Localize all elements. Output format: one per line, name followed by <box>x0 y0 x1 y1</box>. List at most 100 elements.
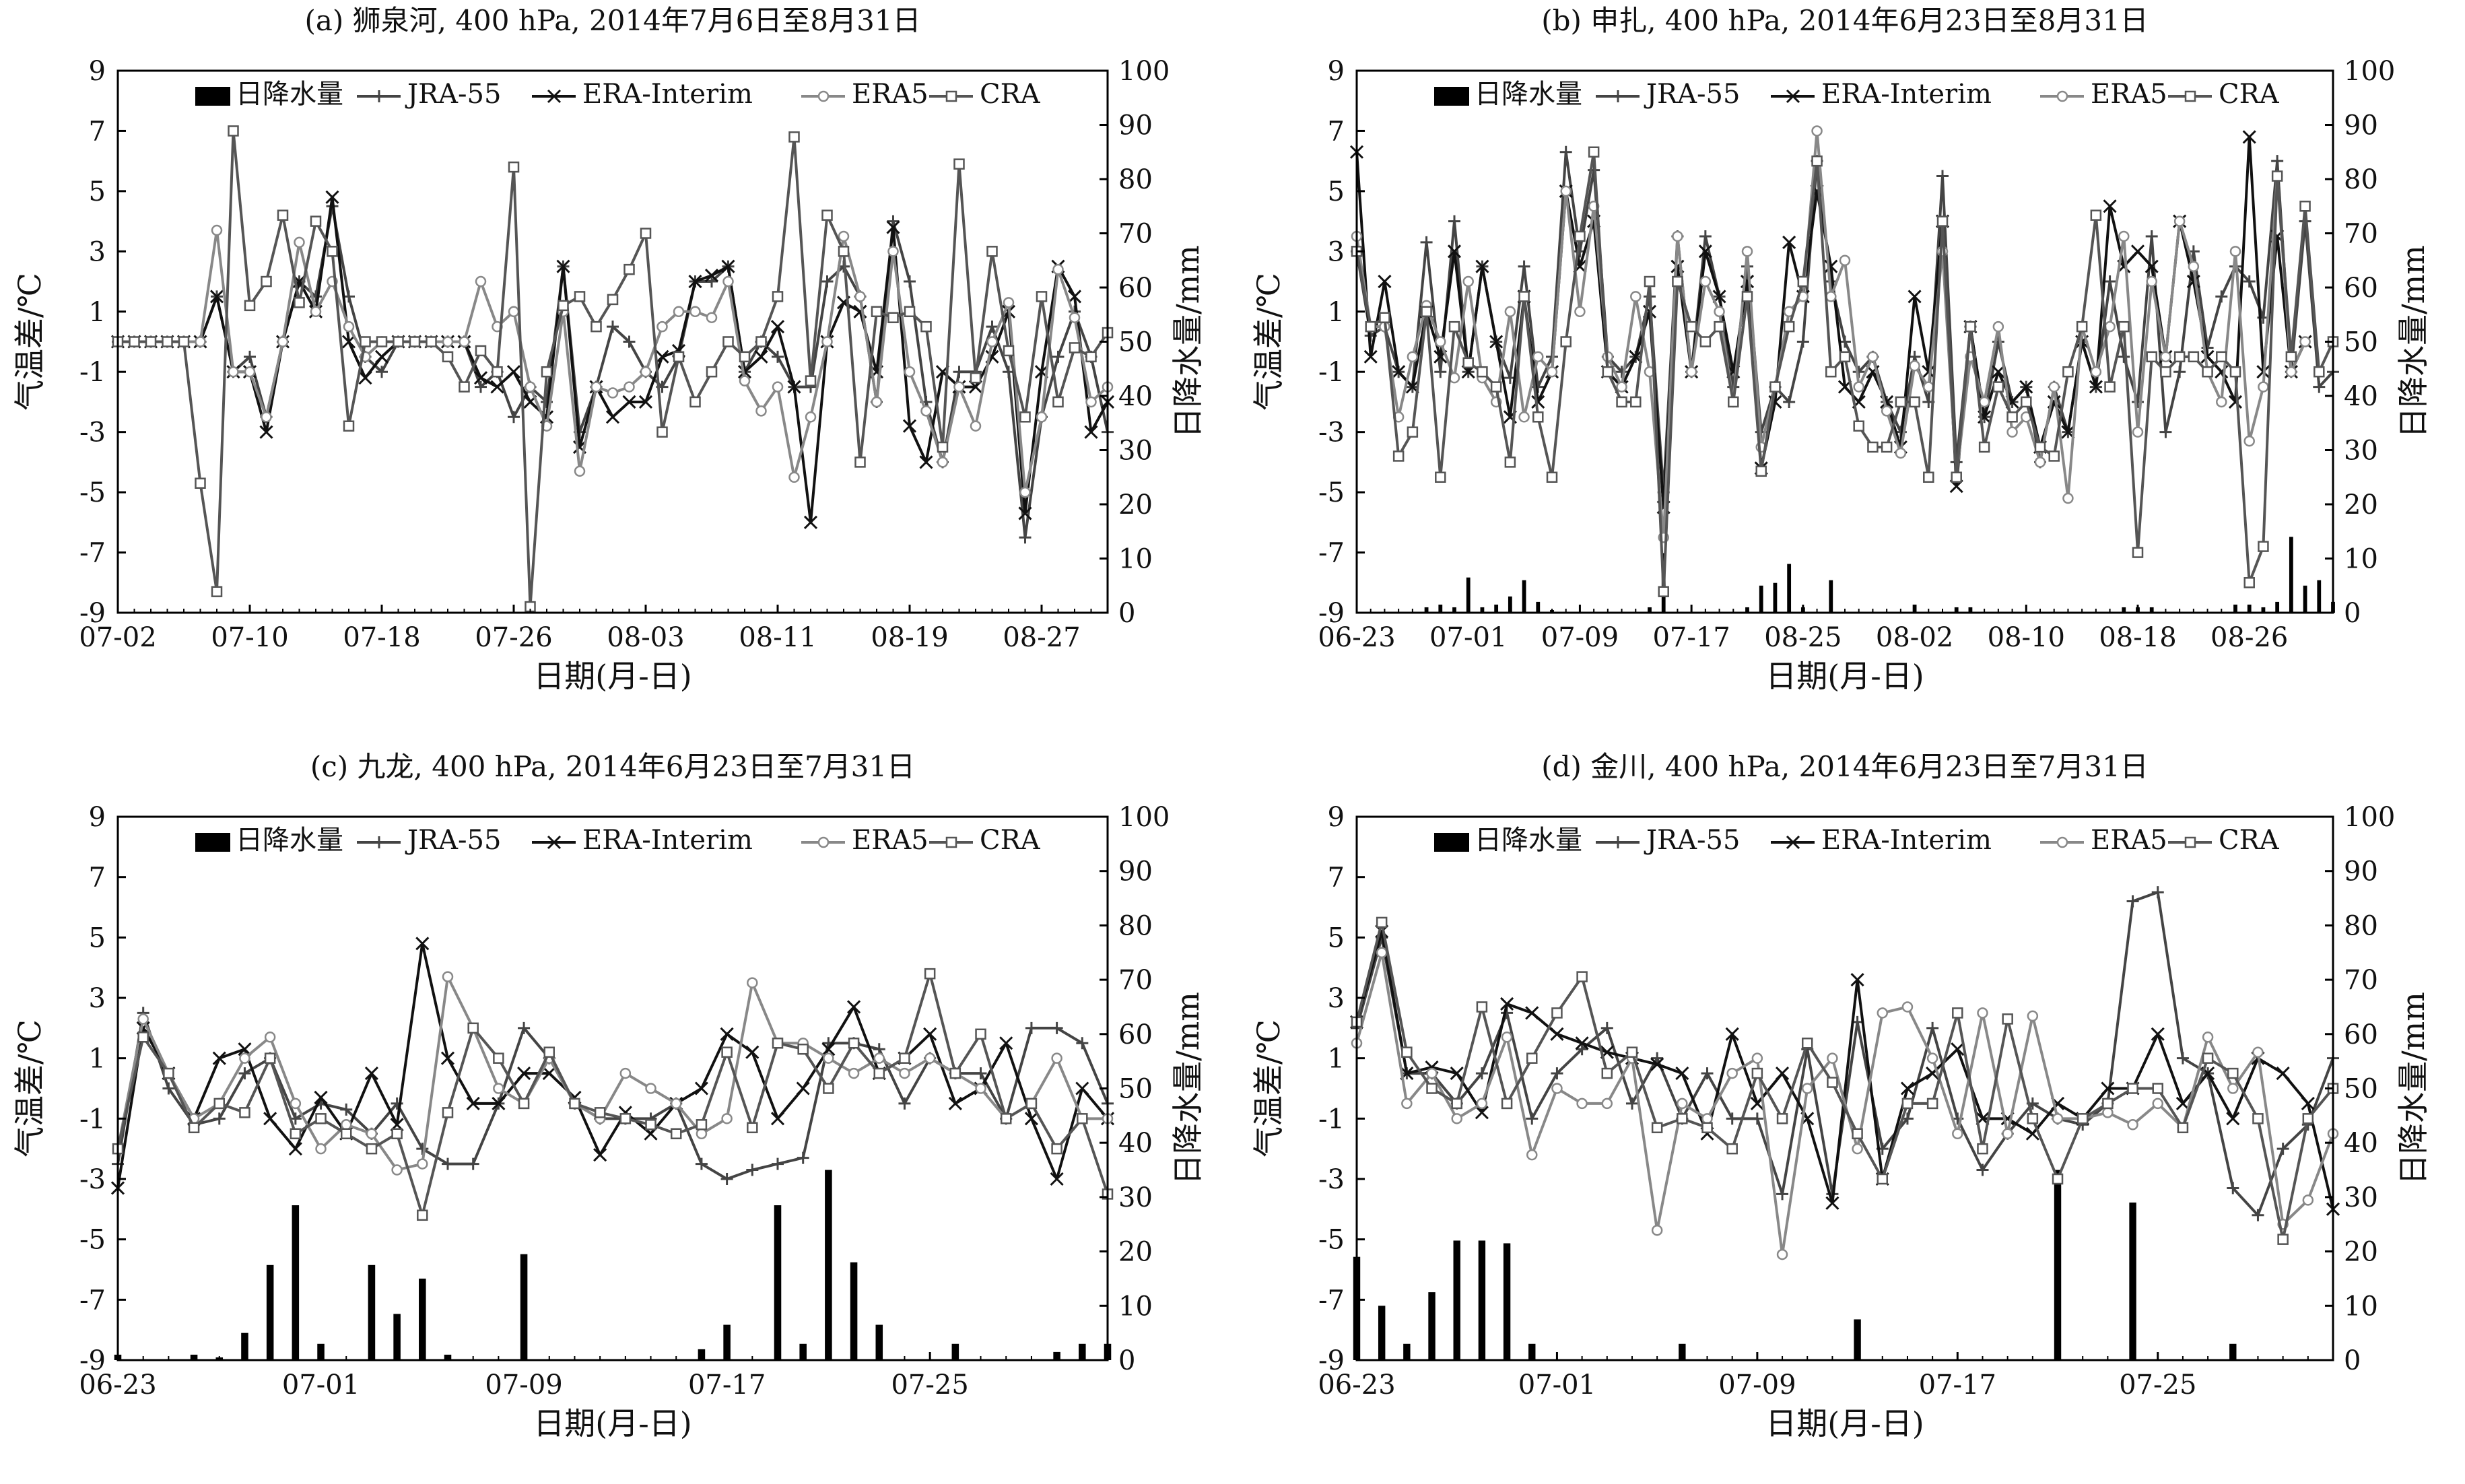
series-point <box>755 336 767 347</box>
series-point <box>290 1098 302 1110</box>
series-point <box>2301 1096 2315 1110</box>
precip-bar <box>951 1343 959 1360</box>
series-point <box>689 396 701 408</box>
y2-tick-label: 0 <box>1118 1345 1135 1376</box>
y-tick-label: -3 <box>1318 1164 1345 1195</box>
chart-panel-2: (c) 九龙, 400 hPa, 2014年6月23日至7月31日 -9 -7 -5 -… <box>11 750 1206 1442</box>
series-point <box>695 1157 708 1170</box>
series-point <box>1895 447 1907 459</box>
series-point <box>1850 973 1864 987</box>
series-point <box>1407 426 1419 438</box>
series-point <box>1751 1052 1763 1064</box>
series-point <box>1699 230 1712 242</box>
series-point <box>1783 321 1795 333</box>
series-point <box>745 1045 759 1059</box>
series-point <box>640 366 652 378</box>
y-tick-label: -1 <box>79 357 106 388</box>
legend-marker <box>1612 836 1624 848</box>
x-tick-label: 07-26 <box>475 622 552 653</box>
series-point <box>1926 1052 1938 1064</box>
series-point <box>1675 1067 1689 1081</box>
x-tick-label: 07-02 <box>79 622 156 653</box>
series-point <box>999 1036 1013 1050</box>
series-point <box>415 937 430 951</box>
series-point <box>2104 381 2116 393</box>
series-point <box>129 336 140 347</box>
legend-label: CRA <box>980 79 1041 110</box>
legend-marker <box>817 90 830 102</box>
series-point <box>1435 471 1446 483</box>
series-point <box>1877 1007 1889 1019</box>
series-point <box>1977 1143 1988 1155</box>
legend-label: JRA-55 <box>1644 825 1740 856</box>
series-point <box>1685 321 1697 333</box>
series-point <box>2186 274 2200 289</box>
series-point <box>904 366 916 378</box>
series-point <box>1024 1112 1038 1126</box>
series-point <box>1701 1067 1714 1080</box>
series-point <box>607 387 619 399</box>
series-point <box>619 1113 632 1124</box>
precip-bar <box>1079 1343 1086 1360</box>
series-point <box>1616 396 1627 408</box>
series-point <box>2151 1027 2165 1041</box>
x-tick-label: 07-01 <box>1518 1370 1596 1401</box>
series-point <box>770 320 785 334</box>
series-point <box>2151 886 2164 899</box>
series-point <box>1978 396 1990 408</box>
series-point <box>2302 1113 2314 1124</box>
series-point <box>2159 426 2172 438</box>
panel-title: (c) 九龙, 400 hPa, 2014年6月23日至7月31日 <box>310 750 915 783</box>
series-point <box>2285 366 2297 378</box>
series-point <box>974 1067 987 1080</box>
series-point <box>1769 381 1781 393</box>
series-point <box>2229 366 2241 378</box>
series-point <box>1615 366 1628 378</box>
legend-label: ERA5 <box>2091 825 2167 856</box>
x-tick-label: 07-17 <box>1652 622 1730 653</box>
y2-tick-label: 50 <box>1118 1074 1153 1105</box>
series-point <box>1003 297 1015 308</box>
series-point <box>343 420 355 432</box>
series-point <box>1365 321 1376 333</box>
chart-panel-0: (a) 狮泉河, 400 hPa, 2014年7月6日至8月31日 -9 -7 -5 -… <box>11 4 1206 694</box>
series-point <box>1601 1098 1613 1110</box>
series-point <box>1725 1027 1739 1041</box>
series-point <box>670 1128 682 1139</box>
series-point <box>797 1043 809 1055</box>
series-point <box>2076 321 2088 333</box>
series-point <box>887 215 900 228</box>
precip-bar <box>1053 1351 1060 1360</box>
series-point <box>2226 1112 2240 1126</box>
series-point <box>376 336 388 347</box>
series-point <box>1783 395 1796 408</box>
legend-marker <box>547 89 562 104</box>
y2-tick-label: 10 <box>2344 544 2378 575</box>
series-point <box>2200 349 2215 364</box>
legend: 日降水量 JRA-55 ERA-Interim ERA5 CRA <box>1434 79 2280 110</box>
series-point <box>542 1067 556 1081</box>
series-point <box>1052 263 1064 275</box>
legend-label: CRA <box>980 825 1041 856</box>
series-point <box>238 1067 251 1080</box>
precip-bar <box>520 1254 528 1360</box>
series-point <box>1075 1081 1089 1095</box>
series-point <box>1900 1081 1915 1095</box>
y2-tick-label: 30 <box>1118 1182 1153 1213</box>
series-point <box>854 457 866 468</box>
series-point <box>593 1148 607 1162</box>
series-point <box>2202 1052 2214 1064</box>
series-point <box>594 1107 606 1118</box>
series-point <box>1426 1067 1438 1079</box>
y2-tick-label: 30 <box>2344 1182 2378 1213</box>
series-point <box>1651 1122 1663 1134</box>
series-point <box>1451 1113 1462 1124</box>
y-tick-label: -1 <box>79 1104 106 1135</box>
series-point <box>163 1067 174 1079</box>
series-point <box>2062 366 2074 378</box>
series-point <box>805 375 817 386</box>
legend-label: CRA <box>2219 79 2280 110</box>
series-point <box>805 411 817 423</box>
precip-bar <box>292 1205 300 1360</box>
series-point <box>2118 350 2130 363</box>
